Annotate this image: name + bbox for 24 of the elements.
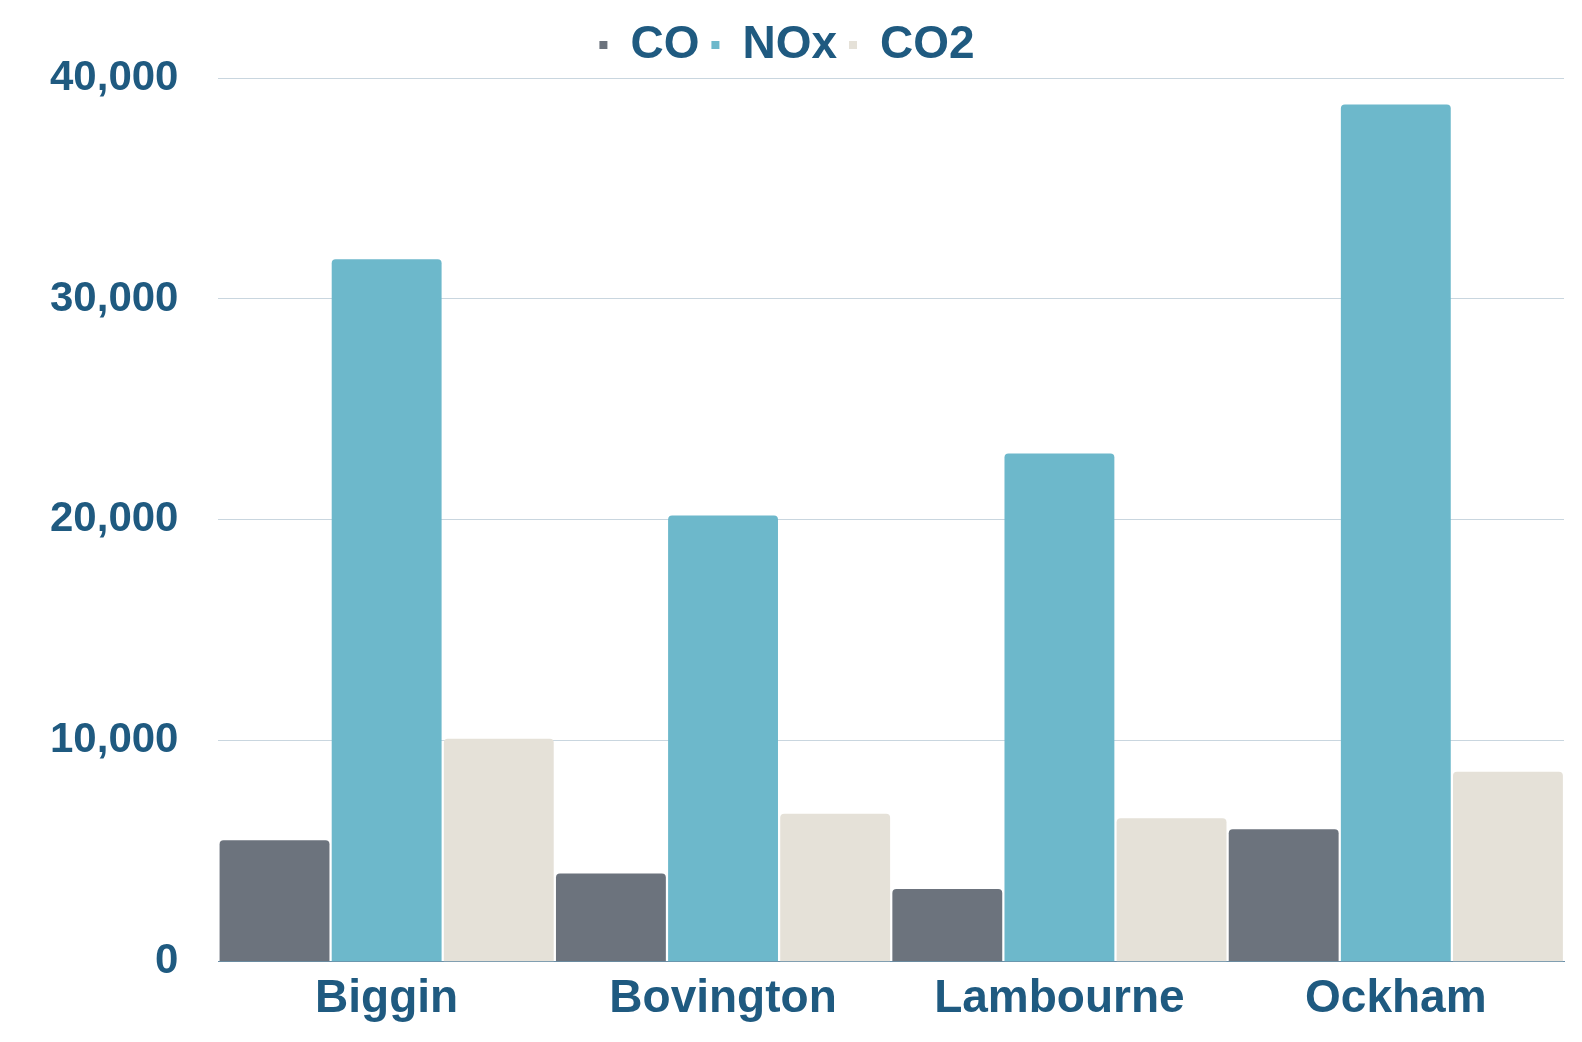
bar xyxy=(331,259,442,962)
x-tick-label: Bovington xyxy=(609,970,837,1023)
bar xyxy=(1004,453,1115,962)
x-tick-label: Biggin xyxy=(315,970,459,1023)
bar xyxy=(1452,771,1563,962)
x-tick-label: Ockham xyxy=(1305,970,1487,1023)
y-tick-label: 0 xyxy=(155,935,179,983)
legend-label: CO2 xyxy=(880,15,975,68)
legend-label: NOx xyxy=(742,15,838,68)
bar xyxy=(1116,818,1227,962)
y-tick-label: 20,000 xyxy=(49,493,179,541)
bar xyxy=(1228,829,1339,962)
bar xyxy=(1340,104,1451,962)
x-tick-label: Lambourne xyxy=(934,970,1185,1023)
bar xyxy=(219,840,330,962)
y-tick-label: 40,000 xyxy=(49,51,179,99)
legend-label: CO xyxy=(630,15,700,68)
bar xyxy=(892,888,1003,962)
bar xyxy=(555,873,666,962)
bar xyxy=(443,738,554,962)
bar xyxy=(668,515,778,962)
y-tick-label: 10,000 xyxy=(49,714,179,762)
bar xyxy=(780,813,891,962)
y-tick-label: 30,000 xyxy=(49,272,179,320)
